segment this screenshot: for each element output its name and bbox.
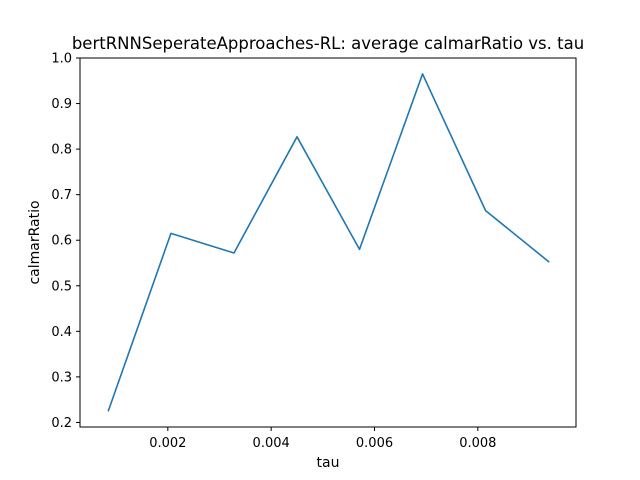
y-tick-label: 0.7 [51, 188, 72, 203]
series-line [107, 73, 550, 412]
plot-series [107, 73, 550, 412]
y-axis-ticks: 0.2 0.3 0.4 0.5 0.6 0.7 0.8 0.9 1.0 [51, 52, 80, 431]
y-tick-label: 0.8 [51, 143, 72, 158]
y-axis-label: calmarRatio [27, 200, 43, 284]
x-tick-label: 0.006 [356, 436, 393, 451]
x-tick-label: 0.008 [459, 436, 496, 451]
plot-frame [79, 57, 577, 428]
y-tick-label: 0.9 [51, 97, 72, 112]
x-axis-ticks: 0.002 0.004 0.006 0.008 [149, 427, 496, 451]
y-tick-label: 0.6 [51, 234, 72, 249]
y-tick-label: 0.3 [51, 370, 72, 385]
y-tick-label: 0.5 [51, 279, 72, 294]
y-tick-label: 1.0 [51, 52, 72, 67]
x-axis-label: tau [317, 455, 340, 471]
x-tick-label: 0.004 [253, 436, 290, 451]
x-tick-label: 0.002 [149, 436, 186, 451]
y-tick-label: 0.4 [51, 325, 72, 340]
y-tick-label: 0.2 [51, 416, 72, 431]
chart-title: bertRNNSeperateApproaches-RL: average ca… [72, 34, 584, 53]
